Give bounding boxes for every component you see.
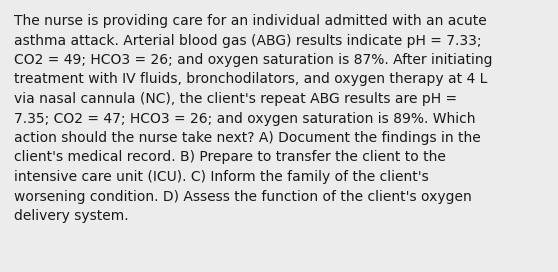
Text: client's medical record. B) Prepare to transfer the client to the: client's medical record. B) Prepare to t… (14, 150, 446, 165)
Text: The nurse is providing care for an individual admitted with an acute: The nurse is providing care for an indiv… (14, 14, 487, 28)
Text: action should the nurse take next? A) Document the findings in the: action should the nurse take next? A) Do… (14, 131, 481, 145)
Text: treatment with IV fluids, bronchodilators, and oxygen therapy at 4 L: treatment with IV fluids, bronchodilator… (14, 73, 487, 86)
Text: delivery system.: delivery system. (14, 209, 129, 223)
Text: worsening condition. D) Assess the function of the client's oxygen: worsening condition. D) Assess the funct… (14, 190, 472, 203)
Text: CO2 = 49; HCO3 = 26; and oxygen saturation is 87%. After initiating: CO2 = 49; HCO3 = 26; and oxygen saturati… (14, 53, 493, 67)
Text: 7.35; CO2 = 47; HCO3 = 26; and oxygen saturation is 89%. Which: 7.35; CO2 = 47; HCO3 = 26; and oxygen sa… (14, 112, 475, 125)
Text: asthma attack. Arterial blood gas (ABG) results indicate pH = 7.33;: asthma attack. Arterial blood gas (ABG) … (14, 33, 482, 48)
Text: via nasal cannula (NC), the client's repeat ABG results are pH =: via nasal cannula (NC), the client's rep… (14, 92, 457, 106)
Text: intensive care unit (ICU). C) Inform the family of the client's: intensive care unit (ICU). C) Inform the… (14, 170, 429, 184)
